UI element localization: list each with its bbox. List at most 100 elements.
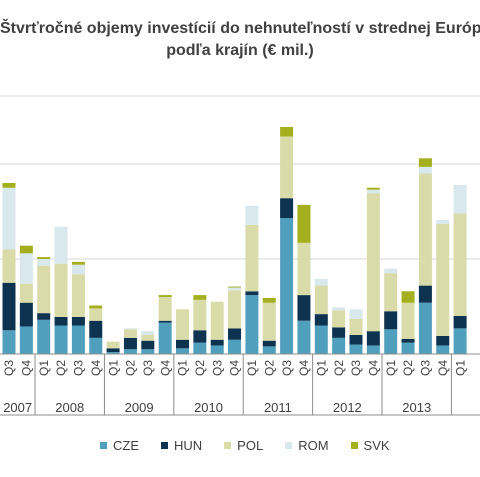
- quarter-tick-label: Q1: [245, 360, 259, 376]
- bar-segment-pol: [314, 285, 328, 315]
- quarter-tick-label: Q3: [72, 360, 86, 376]
- bar-segment-rom: [436, 220, 450, 224]
- legend-swatch-svk: [350, 441, 358, 449]
- bar-segment-hun: [193, 330, 207, 343]
- bar-segment-svk: [418, 158, 432, 167]
- legend-label-pol: POL: [237, 437, 264, 453]
- bar-segment-rom: [228, 287, 242, 291]
- bar-segment-rom: [54, 226, 68, 264]
- bar-segment-pol: [37, 265, 51, 314]
- bar-segment-svk: [2, 183, 16, 188]
- bar-segment-cze: [228, 339, 242, 354]
- quarter-tick-label: Q1: [176, 360, 190, 376]
- bar-segment-svk: [280, 126, 294, 137]
- bar-segment-hun: [89, 320, 103, 338]
- bar-segment-cze: [158, 322, 172, 354]
- bar-segment-cze: [176, 348, 189, 354]
- legend-item-svk: SVK: [350, 438, 390, 453]
- bar-segment-svk: [89, 305, 103, 309]
- bar-segment-hun: [71, 316, 85, 326]
- year-label: 2007: [3, 400, 32, 415]
- bar-segment-pol: [245, 224, 259, 292]
- bar-segment-pol: [123, 329, 137, 338]
- bar-segment-pol: [332, 310, 346, 328]
- bar-segment-pol: [228, 290, 242, 329]
- bar-segment-cze: [297, 320, 311, 354]
- bar-segment-rom: [418, 166, 432, 174]
- bar-segment-cze: [89, 337, 103, 354]
- bar-segment-hun: [453, 316, 467, 329]
- legend-swatch-cze: [100, 441, 107, 449]
- chart-legend: CZE HUN POL ROM SVK: [100, 435, 420, 455]
- bar-segment-cze: [453, 328, 467, 354]
- bar-segment-pol: [401, 302, 415, 339]
- quarter-tick-label: Q4: [367, 360, 381, 376]
- bar-segment-svk: [193, 295, 207, 300]
- bar-segment-hun: [19, 302, 33, 327]
- legend-item-cze: CZE: [100, 438, 139, 453]
- bar-segment-rom: [2, 187, 16, 250]
- bar-segment-hun: [297, 295, 311, 321]
- quarter-tick-label: Q2: [193, 360, 207, 376]
- bar-segment-hun: [349, 335, 363, 345]
- bar-segment-cze: [262, 346, 276, 354]
- bar-segment-hun: [245, 291, 259, 296]
- bar-segment-hun: [401, 338, 415, 343]
- bar-segment-hun: [280, 198, 294, 219]
- quarter-tick-label: Q4: [89, 360, 103, 376]
- legend-item-hun: HUN: [161, 438, 202, 453]
- bar-segment-rom: [384, 268, 398, 274]
- bar-segment-hun: [141, 340, 155, 350]
- bar-segment-pol: [349, 318, 363, 335]
- bar-segment-hun: [262, 340, 276, 347]
- bar-segment-cze: [332, 337, 346, 354]
- bar-segment-hun: [366, 331, 380, 346]
- bar-segment-cze: [71, 325, 85, 354]
- quarter-tick-label: Q4: [436, 360, 450, 376]
- bar-segment-cze: [401, 342, 415, 354]
- bar-segment-hun: [123, 337, 137, 350]
- bar-segment-rom: [453, 184, 467, 214]
- bar-segment-cze: [37, 319, 51, 354]
- bar-segment-rom: [245, 205, 259, 225]
- bar-segment-rom: [141, 331, 155, 335]
- quarter-tick-label: Q3: [141, 360, 155, 376]
- quarter-tick-label: Q4: [228, 360, 242, 376]
- bar-segment-pol: [71, 274, 85, 317]
- bar-segment-svk: [297, 204, 311, 243]
- bar-segment-cze: [193, 342, 207, 354]
- bar-segment-hun: [158, 320, 172, 323]
- bar-segment-svk: [228, 286, 242, 288]
- bar-segment-cze: [54, 325, 68, 354]
- quarter-tick-label: Q2: [332, 360, 346, 376]
- year-label: 2008: [55, 400, 84, 415]
- chart-title-line-2: podľa krajín (€ mil.): [166, 42, 314, 59]
- bar-segment-hun: [436, 335, 450, 346]
- quarter-tick-label: Q1: [106, 360, 120, 376]
- year-label: 2009: [125, 400, 154, 415]
- bar-segment-svk: [401, 291, 415, 303]
- quarter-tick-label: Q4: [20, 360, 34, 376]
- bar-segment-rom: [19, 253, 33, 284]
- bar-segment-hun: [2, 282, 16, 331]
- bar-segment-svk: [19, 245, 33, 254]
- legend-swatch-rom: [285, 441, 293, 449]
- bar-segment-rom: [349, 309, 363, 319]
- legend-swatch-pol: [224, 441, 232, 449]
- quarter-tick-label: Q1: [314, 360, 328, 376]
- bar-segment-cze: [366, 345, 380, 354]
- bar-segment-pol: [384, 273, 398, 312]
- bar-segment-cze: [314, 325, 328, 354]
- bar-segment-pol: [418, 173, 432, 286]
- bar-segment-cze: [245, 295, 259, 354]
- bar-segment-rom: [123, 328, 137, 330]
- bar-segment-hun: [314, 314, 328, 326]
- bar-segment-pol: [297, 242, 311, 296]
- bar-segment-rom: [71, 264, 85, 275]
- bar-segment-cze: [349, 344, 363, 354]
- bar-segment-cze: [384, 329, 398, 354]
- bar-segment-hun: [106, 348, 120, 353]
- bar-segment-pol: [2, 249, 16, 283]
- bar-segment-rom: [37, 259, 51, 266]
